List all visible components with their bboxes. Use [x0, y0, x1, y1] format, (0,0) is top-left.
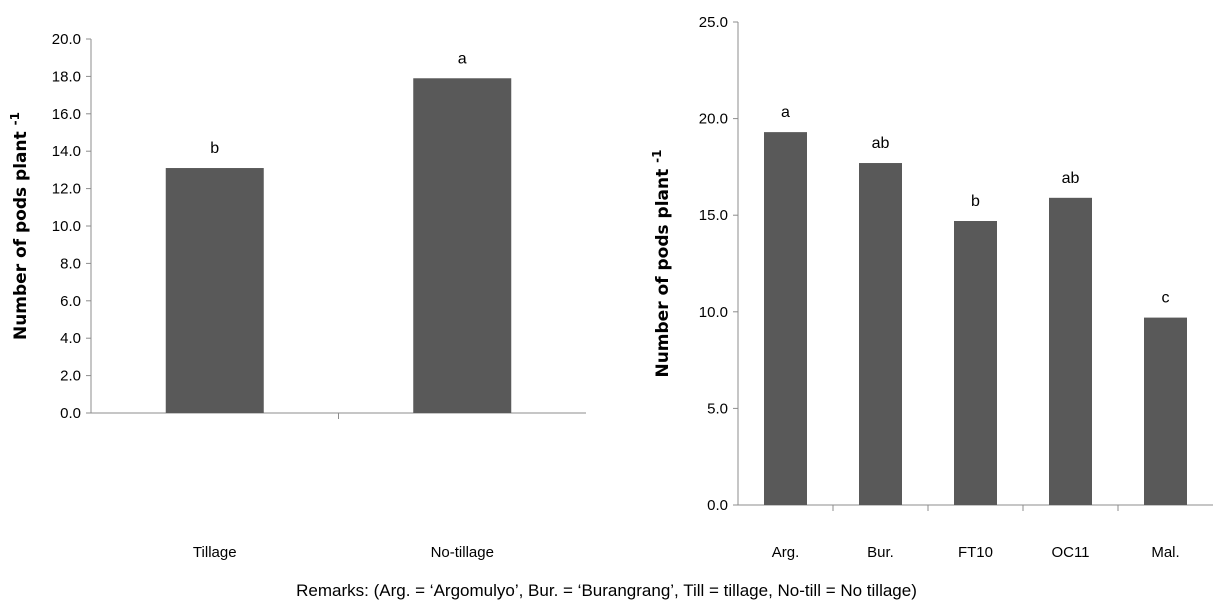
right-y-tick-label: 25.0 [699, 14, 728, 31]
right-significance-letter: b [971, 193, 980, 210]
left-y-tick-label: 14.0 [52, 143, 81, 160]
right-bar-oc11 [1049, 197, 1092, 505]
left-y-tick-label: 0.0 [60, 405, 81, 422]
left-y-axis-title-text: Number of pods plant [11, 125, 31, 340]
chart-tillage: 0.0 2.0 4.0 6.0 8.0 10.0 12.0 14.0 16.0 18.0 20.0 b… [8, 31, 586, 561]
right-category-label: OC11 [1051, 544, 1089, 561]
chart-varieties: 0.0 5.0 10.0 15.0 20.0 25.0 a Arg. ab Bur. b FT10 ab… [650, 14, 1213, 561]
left-y-axis-title: Number of pods plant -1 [8, 112, 31, 340]
left-y-tick-label: 10.0 [52, 218, 81, 235]
right-y-tick-label: 0.0 [707, 497, 728, 514]
right-bar-bur [859, 163, 902, 505]
right-y-axis-title: Number of pods plant -1 [650, 149, 673, 377]
right-bar-ft10 [954, 220, 997, 505]
right-y-axis-title-text: Number of pods plant [653, 163, 673, 378]
left-y-tick-label: 12.0 [52, 181, 81, 198]
remarks-caption: Remarks: (Arg. = ‘Argomulyo’, Bur. = ‘Bu… [296, 581, 917, 600]
right-y-tick-label: 5.0 [707, 400, 728, 417]
left-y-tick-label: 8.0 [60, 255, 81, 272]
left-y-tick-label: 4.0 [60, 330, 81, 347]
right-category-label: Mal. [1151, 544, 1179, 561]
left-y-tick-label: 16.0 [52, 106, 81, 123]
left-y-tick-label: 2.0 [60, 368, 81, 385]
left-y-tick-label: 20.0 [52, 31, 81, 48]
right-y-tick-label: 15.0 [699, 207, 728, 224]
left-category-label: No-tillage [431, 544, 494, 561]
right-y-axis-title-sup: -1 [650, 149, 664, 162]
left-bar-notillage [413, 78, 512, 414]
right-category-label: Bur. [867, 544, 894, 561]
left-y-axis-title-sup: -1 [8, 112, 22, 125]
left-y-tick-label: 18.0 [52, 68, 81, 85]
right-y-tick-label: 10.0 [699, 304, 728, 321]
right-category-label: FT10 [958, 544, 993, 561]
right-bar-mal [1144, 317, 1187, 505]
right-bar-arg [764, 132, 807, 505]
right-significance-letter: c [1162, 290, 1170, 307]
left-significance-letter: b [210, 140, 219, 157]
left-significance-letter: a [458, 50, 467, 67]
right-significance-letter: a [781, 104, 790, 121]
right-category-label: Arg. [772, 544, 800, 561]
left-y-tick-label: 6.0 [60, 293, 81, 310]
left-bar-tillage [165, 168, 264, 413]
right-y-tick-label: 20.0 [699, 111, 728, 128]
right-significance-letter: ab [1062, 170, 1080, 187]
left-category-label: Tillage [193, 544, 237, 561]
right-significance-letter: ab [872, 135, 890, 152]
